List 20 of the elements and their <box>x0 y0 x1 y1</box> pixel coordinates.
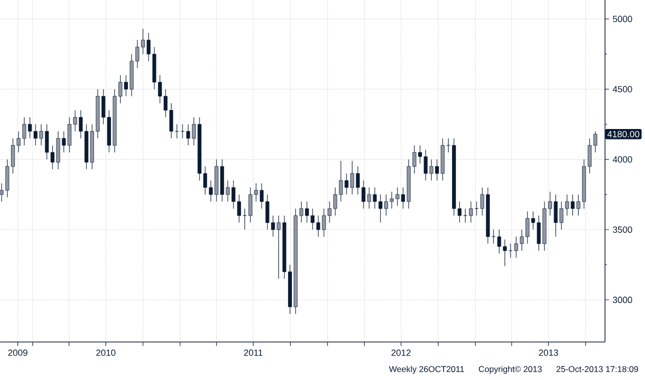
y-tick-label: 4500 <box>612 86 632 92</box>
candlestick <box>514 236 518 258</box>
annotation: 4180.00 <box>607 130 640 138</box>
x-tick-label: 2009 <box>8 350 28 356</box>
y-tick-label: 5000 <box>612 16 632 22</box>
x-tick-label: 2012 <box>392 350 411 356</box>
x-tick-label: 2013 <box>538 350 558 356</box>
candlestick <box>502 239 507 266</box>
candlestick <box>0 182 4 202</box>
y-tick-label: 3500 <box>612 226 632 233</box>
text: 25-Oct-2013 17:18:09 <box>556 366 638 372</box>
x-tick-label: 2010 <box>96 350 116 356</box>
candlestick <box>469 201 473 223</box>
x-tick-label: 2011 <box>244 350 262 356</box>
y-tick-label: 4000 <box>612 156 632 163</box>
candlestick <box>593 131 598 153</box>
y-tick-label: 3000 <box>612 296 632 304</box>
text: Copyright© 2013 <box>478 366 542 374</box>
text: Weekly 26OCT2011 <box>388 366 464 374</box>
candlestick <box>497 229 502 254</box>
